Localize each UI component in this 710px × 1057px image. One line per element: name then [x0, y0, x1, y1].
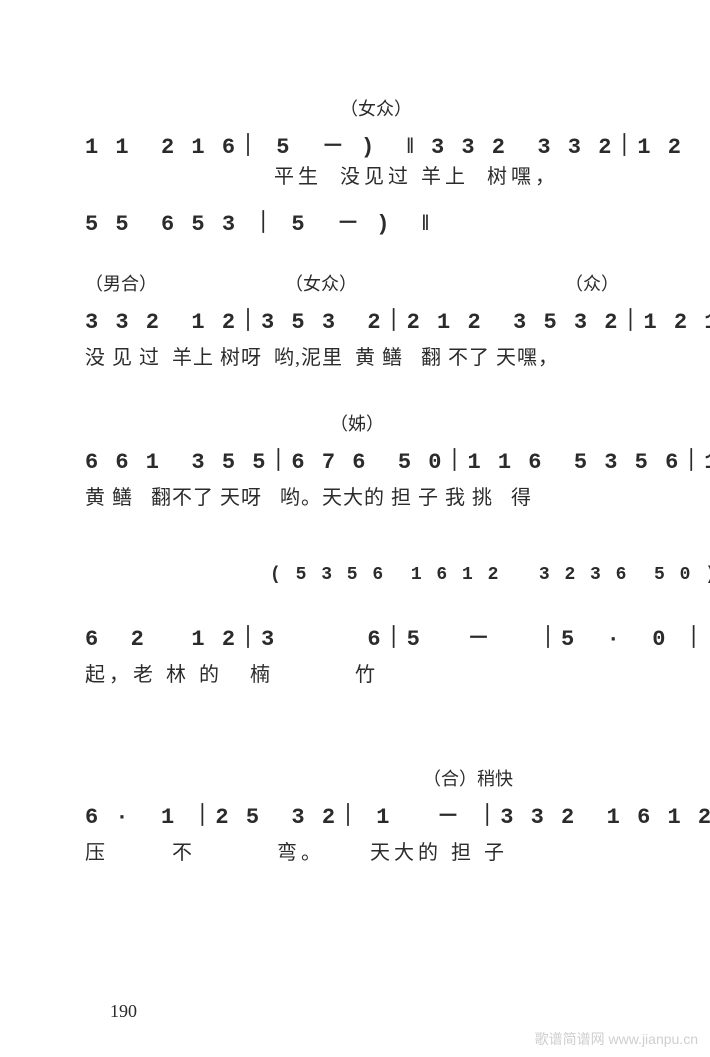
lyrics-sys4: 起，老 林 的 楠 竹 — [85, 658, 379, 687]
notation-sys4: 6 2 1 2｜3 6｜5 － ｜5 · 0 ｜ — [85, 620, 707, 652]
notation-sys1-bottom: 5 5 6 5 3 ｜ 5 － ) ‖ — [85, 205, 431, 237]
page-number: 190 — [110, 1001, 137, 1022]
lyrics-sys5: 压 不 弯。 天大的 担 子 — [85, 836, 508, 865]
role-label-sister: （姊） — [330, 410, 384, 436]
lyrics-sys1: 平生 没见过 羊上 树嘿， — [85, 160, 559, 189]
notation-sys1-top: 1 1 2 1 6｜ 5 － ) ‖ 3 3 2 3 3 2｜1 2 5 3｜ — [85, 128, 710, 160]
notation-sys4-ossia: ( 5 3 5 6 1 6 1 2 3 2 3 6 5 0 ) — [270, 565, 710, 585]
notation-sys5: 6 · 1 ｜2 5 3 2｜ 1 － ｜3 3 2 1 6 1 2｜ — [85, 798, 710, 830]
role-label-chorus-fast: （合）稍快 — [423, 765, 513, 791]
notation-sys2: 3 3 2 1 2｜3 5 3 2｜2 1 2 3 5 3 2｜1 2 1 6 … — [85, 303, 710, 335]
role-label-female-2: （女众） — [285, 270, 357, 296]
lyrics-sys2: 没 见 过 羊上 树呀 哟,泥里 黄 鳝 翻 不了 天嘿， — [85, 341, 559, 370]
lyrics-sys3: 黄 鳝 翻不了 天呀 哟。天大的 担 子 我 挑 得 — [85, 481, 532, 510]
notation-sys3: 6 6 1 3 5 5｜6 7 6 5 0｜1 1 6 5 3 5 6｜1 3 … — [85, 443, 710, 475]
watermark-text: 歌谱简谱网 www.jianpu.cn — [535, 1029, 698, 1049]
sheet-music-page: （女众） 1 1 2 1 6｜ 5 － ) ‖ 3 3 2 3 3 2｜1 2 … — [0, 0, 710, 1057]
role-label-crowd: （众） — [565, 270, 619, 296]
role-label-female-1: （女众） — [340, 95, 412, 121]
role-label-male: （男合） — [85, 270, 157, 296]
